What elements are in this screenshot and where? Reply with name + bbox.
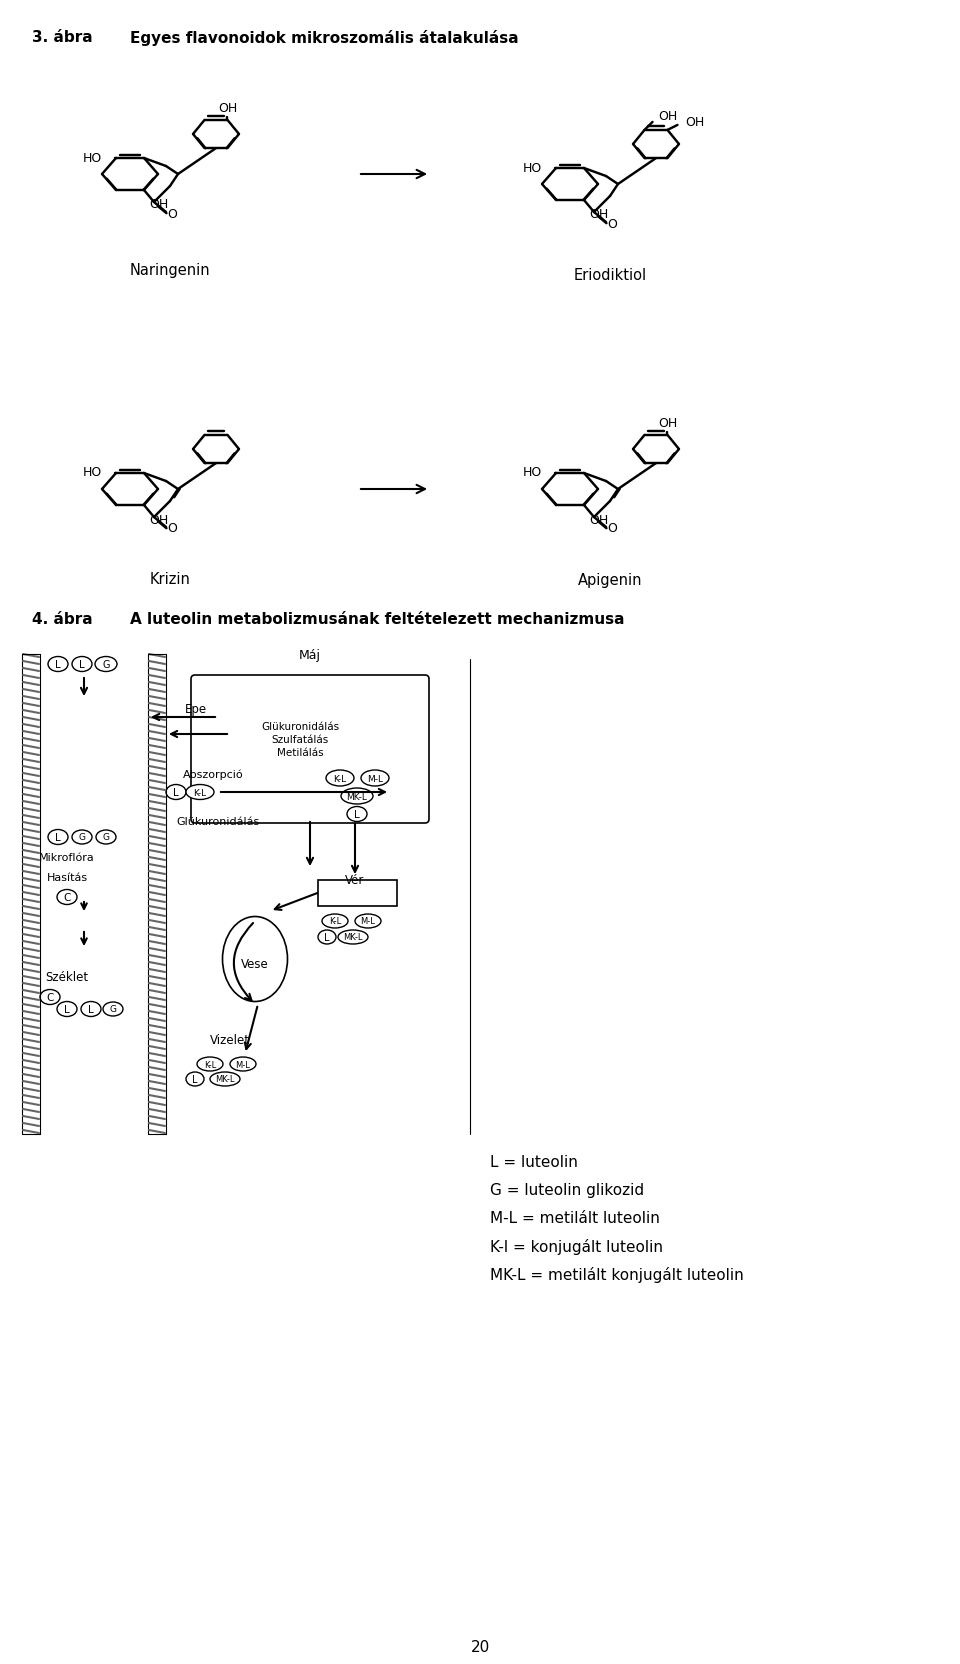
Ellipse shape [57,890,77,905]
Ellipse shape [103,1002,123,1017]
Text: L: L [55,832,60,842]
Text: OH: OH [589,513,609,526]
Ellipse shape [355,915,381,929]
Text: K-l = konjugált luteolin: K-l = konjugált luteolin [490,1238,663,1255]
Ellipse shape [186,785,214,800]
Text: Abszorpció: Abszorpció [182,769,243,780]
Text: M-L: M-L [361,917,375,925]
Text: OH: OH [218,103,237,115]
Text: L: L [88,1005,94,1015]
Text: L: L [64,1005,70,1015]
Ellipse shape [95,657,117,672]
Ellipse shape [338,930,368,945]
Text: OH: OH [658,418,677,431]
Text: Apigenin: Apigenin [578,572,642,587]
Ellipse shape [210,1072,240,1087]
Ellipse shape [186,1072,204,1087]
Text: G: G [103,659,109,669]
Ellipse shape [166,785,186,800]
Text: O: O [607,218,617,230]
Text: G: G [103,834,109,842]
Text: Glükuronidálás: Glükuronidálás [177,817,259,827]
Ellipse shape [72,657,92,672]
Text: 20: 20 [470,1639,490,1654]
Text: Eriodiktiol: Eriodiktiol [573,268,647,283]
Text: Glükuronidálás: Glükuronidálás [261,722,339,732]
Text: O: O [607,522,617,536]
Text: Vizelet: Vizelet [210,1033,250,1047]
Text: MK-L: MK-L [347,792,368,800]
Ellipse shape [223,917,287,1002]
Text: G: G [109,1005,116,1013]
FancyArrowPatch shape [234,924,253,1000]
Ellipse shape [40,990,60,1005]
Text: MK-L: MK-L [344,934,363,942]
Text: Mikroflóra: Mikroflóra [39,852,95,862]
Ellipse shape [341,789,373,804]
FancyBboxPatch shape [318,880,397,907]
Text: OH: OH [589,208,609,221]
Text: 4. ábra: 4. ábra [32,612,92,627]
Text: L: L [324,932,329,942]
Text: HO: HO [523,466,542,479]
Text: HO: HO [523,161,542,175]
Ellipse shape [72,830,92,845]
Text: L: L [79,659,84,669]
Text: K-L: K-L [204,1060,216,1068]
Text: K-L: K-L [329,917,341,925]
Ellipse shape [57,1002,77,1017]
Text: K-L: K-L [333,774,347,784]
Text: Krizin: Krizin [150,572,190,587]
Text: OH: OH [149,513,168,526]
Text: O: O [167,208,177,220]
Text: O: O [167,522,177,536]
Text: OH: OH [685,116,705,130]
Ellipse shape [318,930,336,945]
Text: L = luteolin: L = luteolin [490,1155,578,1170]
Text: G = luteolin glikozid: G = luteolin glikozid [490,1183,644,1198]
Text: Vér: Vér [346,874,365,885]
Text: A luteolin metabolizmusának feltételezett mechanizmusa: A luteolin metabolizmusának feltételezet… [130,612,625,627]
Text: Máj: Máj [299,647,321,661]
Ellipse shape [347,807,367,822]
Text: Epe: Epe [185,704,207,716]
Text: Hasítás: Hasítás [46,872,87,882]
Text: Egyes flavonoidok mikroszomális átalakulása: Egyes flavonoidok mikroszomális átalakul… [130,30,518,47]
Text: L: L [354,809,360,819]
Text: L: L [55,659,60,669]
Ellipse shape [48,830,68,845]
Ellipse shape [96,830,116,845]
Text: L: L [173,787,179,797]
Text: OH: OH [659,110,678,123]
Ellipse shape [326,770,354,787]
Text: M-L: M-L [367,774,383,784]
Text: G: G [79,834,85,842]
Ellipse shape [361,770,389,787]
Ellipse shape [197,1057,223,1072]
Text: Vese: Vese [241,958,269,970]
Text: C: C [63,892,71,902]
Text: OH: OH [149,198,168,211]
Text: MK-L = metilált konjugált luteolin: MK-L = metilált konjugált luteolin [490,1266,744,1283]
Text: Széklet: Széklet [45,970,88,983]
FancyBboxPatch shape [191,676,429,824]
Ellipse shape [322,915,348,929]
Text: HO: HO [83,151,102,165]
Text: M-L: M-L [235,1060,251,1068]
Ellipse shape [48,657,68,672]
Ellipse shape [230,1057,256,1072]
Text: Szulfatálás: Szulfatálás [272,734,328,744]
Text: M-L = metilált luteolin: M-L = metilált luteolin [490,1210,660,1225]
Text: Metilálás: Metilálás [276,747,324,757]
Text: HO: HO [83,466,102,479]
Text: MK-L: MK-L [215,1075,235,1083]
Text: L: L [192,1075,198,1085]
Text: K-L: K-L [193,789,206,797]
Text: 3. ábra: 3. ábra [32,30,92,45]
Ellipse shape [81,1002,101,1017]
Text: Naringenin: Naringenin [130,263,210,278]
Text: C: C [46,992,54,1002]
